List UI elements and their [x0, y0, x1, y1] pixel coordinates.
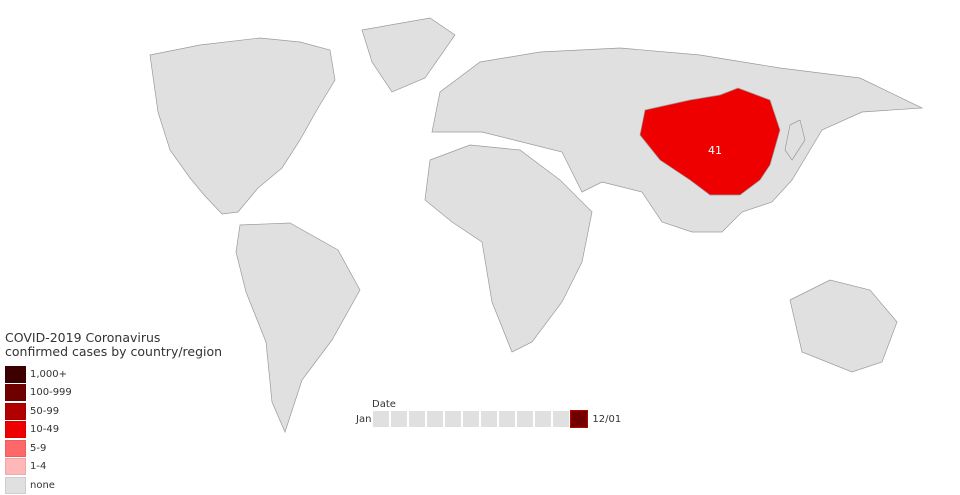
- timeline-step[interactable]: [517, 411, 534, 427]
- legend-label: 100-999: [30, 387, 72, 398]
- timeline-step[interactable]: [499, 411, 516, 427]
- legend-label: 1,000+: [30, 368, 68, 380]
- timeline-start-label: Jan: [356, 413, 372, 425]
- legend-item: 1-4: [5, 458, 222, 476]
- timeline-step[interactable]: [535, 411, 552, 427]
- legend-item: 50-99: [5, 402, 222, 420]
- timeline-step[interactable]: [570, 410, 589, 428]
- china-region[interactable]: [639, 87, 781, 196]
- japan: [784, 119, 806, 161]
- legend-title: COVID-2019 Coronavirus confirmed cases b…: [5, 331, 222, 359]
- legend-label: 50-99: [30, 405, 60, 417]
- timeline-title: Date: [372, 399, 396, 410]
- africa: [424, 144, 593, 353]
- timeline-step[interactable]: [409, 411, 426, 427]
- legend: COVID-2019 Coronavirus confirmed cases b…: [5, 331, 222, 495]
- timeline-step[interactable]: [391, 411, 408, 427]
- south-america: [235, 222, 361, 433]
- legend-swatch: [5, 439, 26, 457]
- legend-title-line1: COVID-2019 Coronavirus: [5, 330, 161, 345]
- legend-swatch: [5, 402, 26, 420]
- legend-item: 5-9: [5, 439, 222, 457]
- legend-label: 10-49: [30, 424, 60, 435]
- australia: [789, 279, 898, 373]
- timeline-step[interactable]: [373, 411, 390, 427]
- timeline-step[interactable]: [463, 411, 480, 427]
- legend-swatch: [5, 476, 26, 494]
- timeline-step[interactable]: [445, 411, 462, 427]
- legend-swatch: [5, 365, 26, 383]
- legend-item: 100-999: [5, 384, 222, 402]
- legend-swatch: [5, 421, 26, 438]
- legend-item: 10-49: [5, 421, 222, 439]
- legend-swatch: [5, 458, 26, 475]
- timeline-step[interactable]: [481, 411, 498, 427]
- timeline-step[interactable]: [427, 411, 444, 427]
- legend-item: 1,000+: [5, 365, 222, 383]
- legend-label: 5-9: [30, 442, 47, 454]
- legend-swatch: [5, 384, 26, 401]
- timeline-step[interactable]: [553, 411, 570, 427]
- china-case-count: 41: [708, 144, 722, 157]
- timeline-end-label: 12/01: [592, 413, 622, 425]
- date-timeline: Date Jan 12/01: [356, 399, 622, 428]
- legend-label: none: [30, 479, 55, 491]
- legend-label: 1-4: [30, 461, 47, 472]
- legend-item: none: [5, 476, 222, 494]
- north-america: [149, 37, 336, 215]
- greenland: [361, 17, 456, 93]
- legend-title-line2: confirmed cases by country/region: [5, 344, 223, 359]
